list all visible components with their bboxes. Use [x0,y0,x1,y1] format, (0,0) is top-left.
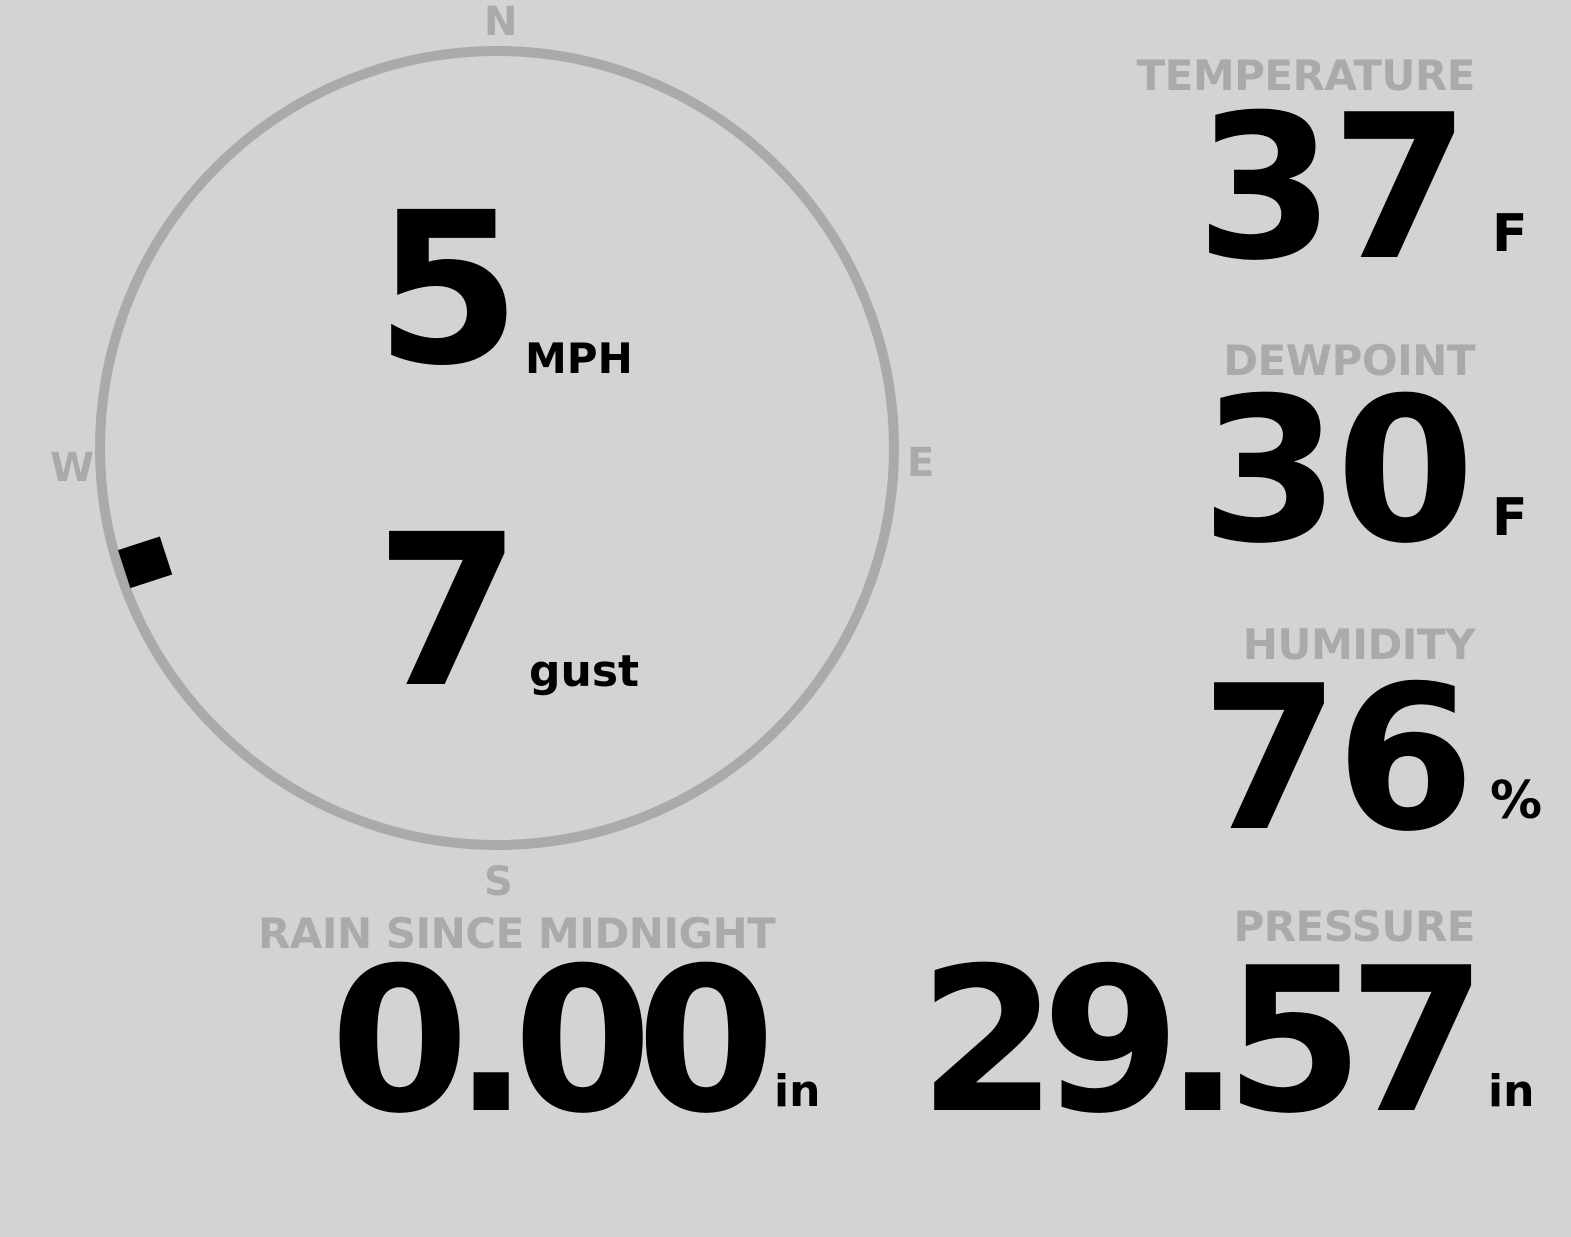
temperature-value: 37 [1195,72,1470,305]
rain-label: RAIN SINCE MIDNIGHT [258,909,776,958]
wind-direction-marker [117,536,173,589]
dewpoint-value: 30 [1200,355,1475,588]
compass-north-label: N [484,0,518,45]
dewpoint-unit: F [1492,488,1528,548]
wind-speed-unit: MPH [525,334,633,383]
humidity-unit: % [1490,771,1543,831]
pressure-unit: in [1488,1066,1535,1117]
compass-south-label: S [484,859,513,905]
compass-east-label: E [907,440,935,486]
wind-speed-value: 5 [375,167,521,412]
compass-west-label: W [50,445,95,491]
pressure-label: PRESSURE [1233,902,1475,951]
pressure-value: 29.57 [918,925,1487,1158]
temperature-label: TEMPERATURE [1136,51,1476,100]
rain-value: 0.00 [330,925,775,1158]
temperature-unit: F [1492,204,1528,264]
compass [95,46,899,850]
wind-gust-value: 7 [375,489,521,734]
rain-unit: in [774,1066,821,1117]
wind-gust-unit: gust [529,646,640,697]
dewpoint-label: DEWPOINT [1223,336,1475,385]
humidity-label: HUMIDITY [1242,620,1476,669]
humidity-value: 76 [1200,643,1475,876]
compass-ring [95,46,899,850]
